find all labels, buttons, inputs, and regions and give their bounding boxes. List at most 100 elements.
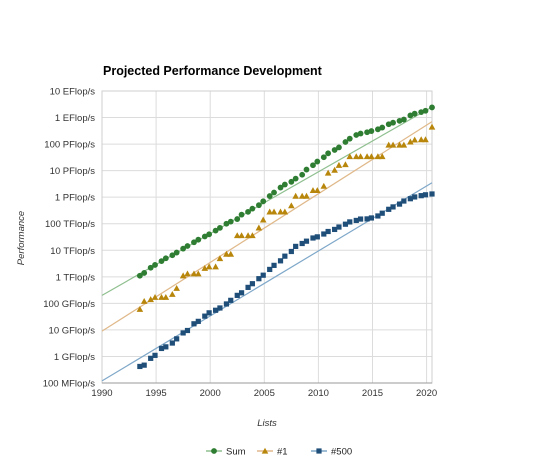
legend-label: #1 bbox=[277, 447, 288, 458]
x-tick-label: 2010 bbox=[308, 388, 329, 399]
data-point bbox=[386, 206, 392, 212]
data-point bbox=[277, 258, 284, 264]
data-point bbox=[418, 193, 424, 199]
data-point bbox=[357, 130, 364, 137]
data-point bbox=[352, 153, 360, 160]
data-point bbox=[357, 216, 364, 222]
trend-lines bbox=[101, 106, 433, 382]
data-point bbox=[303, 192, 310, 199]
data-point bbox=[184, 327, 191, 334]
data-point bbox=[342, 161, 349, 168]
y-tick-label: 1 GFlop/s bbox=[54, 352, 95, 363]
data-point bbox=[212, 227, 219, 234]
data-point bbox=[320, 154, 327, 161]
data-point bbox=[195, 318, 201, 324]
data-point bbox=[417, 136, 425, 143]
data-point bbox=[282, 253, 288, 259]
data-point bbox=[244, 232, 252, 239]
legend-item-Sum[interactable]: Sum bbox=[206, 447, 246, 458]
data-point bbox=[213, 307, 219, 313]
data-point bbox=[288, 178, 295, 185]
y-axis-label: Performance bbox=[16, 211, 27, 265]
legend-item-num1[interactable]: #1 bbox=[257, 447, 288, 458]
x-tick-label: 1990 bbox=[91, 388, 112, 399]
data-point bbox=[374, 153, 382, 160]
data-point bbox=[422, 107, 429, 114]
grid bbox=[101, 90, 433, 384]
data-point bbox=[336, 144, 342, 151]
data-point bbox=[169, 340, 175, 346]
data-point bbox=[169, 290, 176, 297]
data-point bbox=[234, 292, 240, 298]
data-point bbox=[141, 270, 148, 276]
legend-marker bbox=[316, 448, 322, 454]
data-point bbox=[292, 192, 299, 199]
data-point bbox=[271, 262, 277, 268]
data-point bbox=[151, 293, 159, 300]
data-point bbox=[396, 201, 403, 207]
data-point bbox=[368, 215, 375, 221]
data-point bbox=[217, 305, 223, 311]
data-point bbox=[173, 249, 180, 256]
data-point bbox=[238, 211, 245, 218]
data-point bbox=[407, 138, 414, 145]
data-point bbox=[245, 208, 251, 215]
data-point bbox=[266, 208, 274, 215]
data-point bbox=[206, 310, 212, 316]
legend-item-num500[interactable]: #500 bbox=[311, 447, 352, 458]
data-point bbox=[223, 220, 230, 227]
data-point bbox=[216, 255, 224, 262]
data-point bbox=[332, 226, 338, 233]
data-point bbox=[400, 116, 407, 123]
legend[interactable]: Sum #1 #500 bbox=[206, 447, 352, 458]
data-point bbox=[314, 187, 321, 194]
data-point bbox=[249, 205, 256, 212]
data-point bbox=[140, 297, 148, 304]
data-point bbox=[310, 162, 316, 169]
y-tick-label: 1 EFlop/s bbox=[55, 113, 95, 124]
y-tick-label: 1 TFlop/s bbox=[56, 272, 96, 283]
data-point bbox=[190, 270, 198, 277]
data-point bbox=[347, 219, 353, 225]
data-point bbox=[314, 234, 320, 240]
data-point bbox=[292, 175, 299, 182]
data-point bbox=[299, 240, 305, 247]
data-point bbox=[158, 345, 165, 352]
data-point bbox=[238, 290, 245, 296]
data-point bbox=[379, 124, 386, 131]
data-point bbox=[389, 141, 397, 148]
data-point bbox=[174, 336, 180, 342]
data-point bbox=[385, 141, 393, 148]
y-tick-label: 1 PFlop/s bbox=[55, 193, 95, 204]
data-point bbox=[324, 169, 332, 176]
data-point bbox=[202, 313, 208, 319]
x-axis-label: Lists bbox=[257, 418, 277, 429]
chart-title: Projected Performance Development bbox=[103, 64, 323, 78]
data-point bbox=[429, 104, 435, 111]
series-num500 bbox=[137, 191, 435, 370]
data-point bbox=[212, 263, 219, 270]
data-points bbox=[136, 104, 436, 370]
y-tick-label: 10 GFlop/s bbox=[49, 325, 96, 336]
data-point bbox=[364, 216, 370, 222]
data-point bbox=[191, 321, 197, 327]
data-point bbox=[325, 228, 331, 235]
data-point bbox=[191, 239, 197, 246]
data-point bbox=[320, 182, 328, 189]
data-point bbox=[206, 231, 213, 238]
data-point bbox=[217, 224, 223, 231]
data-point bbox=[158, 258, 165, 265]
data-point bbox=[281, 181, 288, 188]
data-point bbox=[147, 264, 154, 271]
data-point bbox=[194, 270, 202, 277]
x-tick-label: 2005 bbox=[254, 388, 275, 399]
y-tick-label: 100 GFlop/s bbox=[43, 299, 95, 310]
data-point bbox=[303, 166, 310, 173]
x-axis: 1990 1995 2000 2005 2010 2015 2020 bbox=[91, 388, 437, 399]
data-point bbox=[184, 270, 191, 277]
data-point bbox=[249, 281, 255, 287]
data-point bbox=[321, 231, 327, 237]
data-point bbox=[184, 243, 191, 249]
data-point bbox=[363, 153, 371, 160]
